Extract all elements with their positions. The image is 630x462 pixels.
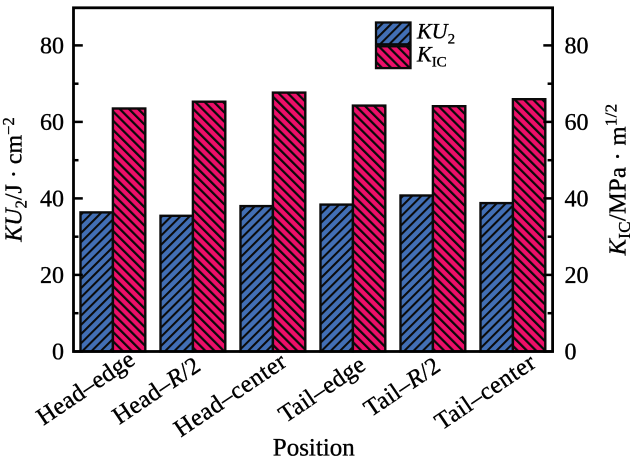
svg-text:0: 0 xyxy=(52,340,64,366)
svg-text:80: 80 xyxy=(40,33,64,59)
svg-text:20: 20 xyxy=(40,263,64,289)
svg-text:60: 60 xyxy=(565,110,589,136)
svg-text:Tail–edge: Tail–edge xyxy=(274,351,371,428)
svg-text:80: 80 xyxy=(565,33,589,59)
svg-text:Position: Position xyxy=(273,435,355,462)
svg-text:Tail–center: Tail–center xyxy=(430,348,541,435)
svg-text:60: 60 xyxy=(40,110,64,136)
svg-text:40: 40 xyxy=(40,186,64,212)
svg-text:KU2/J · cm−2: KU2/J · cm−2 xyxy=(0,117,31,242)
svg-text:KU2: KU2 xyxy=(416,19,455,48)
svg-text:20: 20 xyxy=(565,263,589,289)
svg-text:KIC/MPa · m1/2: KIC/MPa · m1/2 xyxy=(602,104,630,257)
svg-text:40: 40 xyxy=(565,186,589,212)
svg-text:KIC: KIC xyxy=(416,41,447,70)
svg-text:0: 0 xyxy=(565,340,577,366)
